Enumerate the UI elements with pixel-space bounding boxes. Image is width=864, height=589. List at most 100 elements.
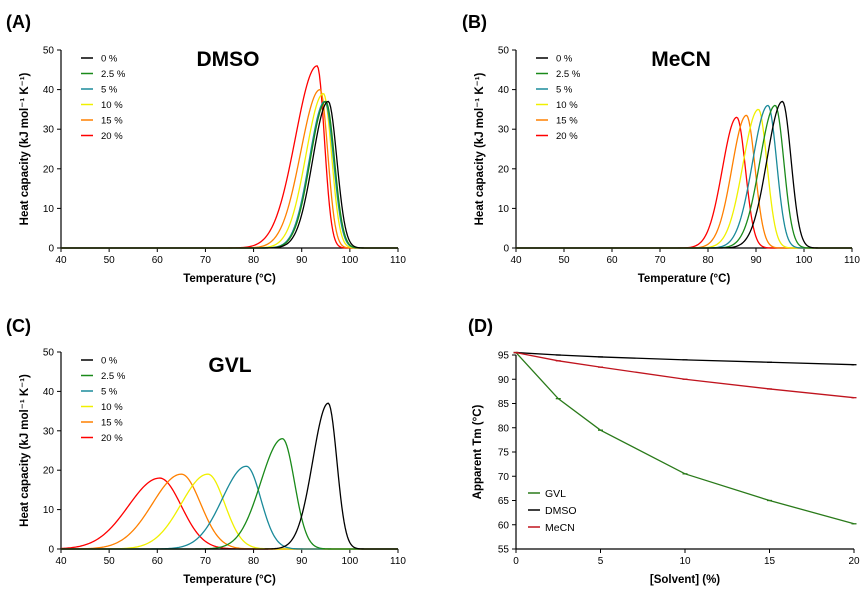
panel-a-plot: 40 50 60 70 80 90 100 110 0 10 20 30 40 50 Temperature… bbox=[19, 46, 406, 286]
panel-b-x-tick-label: 100 bbox=[796, 255, 813, 266]
panel-c-y-tick-label: 50 bbox=[43, 348, 55, 359]
panel-a-x-tick-label: 110 bbox=[390, 255, 406, 266]
panel-a-y-tick-label: 50 bbox=[43, 46, 55, 57]
panel-c-y-tick-label: 0 bbox=[48, 545, 54, 556]
panel-a-x-tick-label: 90 bbox=[296, 255, 308, 266]
panel-c-curve-0pct bbox=[61, 402, 398, 550]
panel-a-legend-label: 10 % bbox=[101, 100, 123, 111]
panel-b-y-tick-label: 40 bbox=[498, 85, 510, 96]
panel-b-x-tick-label: 80 bbox=[702, 255, 714, 266]
panel-d-x-tick-label: 10 bbox=[679, 556, 691, 567]
panel-d-legend-label: GVL bbox=[545, 488, 566, 500]
panel-b-y-tick-label: 30 bbox=[498, 125, 510, 136]
panel-c-y-tick-label: 40 bbox=[43, 387, 55, 398]
panel-c-x-tick-label: 110 bbox=[390, 556, 406, 567]
panel-c-x-axis-label: Temperature (°C) bbox=[183, 574, 276, 586]
panel-b-legend-label: 10 % bbox=[556, 100, 578, 111]
panel-c-label: (C) bbox=[6, 316, 31, 336]
panel-c-legend-label: 20 % bbox=[101, 433, 123, 444]
panel-b-legend-label: 5 % bbox=[556, 85, 573, 96]
panel-d-y-tick-label: 65 bbox=[498, 496, 510, 507]
panel-d-y-tick-label: 75 bbox=[498, 448, 510, 459]
panel-b-plot: 40 50 60 70 80 90 100 110 0 10 20 30 40 50 Temperature… bbox=[474, 46, 860, 286]
panel-a-x-tick-label: 70 bbox=[200, 255, 212, 266]
panel-a-legend-label: 2.5 % bbox=[101, 69, 126, 80]
panel-c-x-tick-label: 100 bbox=[342, 556, 359, 567]
panel-a-x-axis-label: Temperature (°C) bbox=[183, 273, 276, 285]
panel-b-y-tick-label: 50 bbox=[498, 46, 510, 57]
panel-b-x-tick-label: 50 bbox=[558, 255, 570, 266]
panel-a-y-tick-label: 30 bbox=[43, 125, 55, 136]
panel-a-legend-label: 15 % bbox=[101, 116, 123, 127]
panel-d-label: (D) bbox=[468, 316, 493, 336]
panel-b-legend-label: 2.5 % bbox=[556, 69, 581, 80]
panel-d-y-axis-label: Apparent Tm (°C) bbox=[472, 404, 484, 499]
panel-a-y-tick-label: 10 bbox=[43, 204, 55, 215]
panel-d-y-tick-label: 55 bbox=[498, 545, 510, 556]
panel-b-label: (B) bbox=[462, 12, 487, 32]
panel-c-legend-label: 10 % bbox=[101, 402, 123, 413]
panel-a-y-axis-label: Heat capacity (kJ mol⁻¹ K⁻¹) bbox=[19, 72, 31, 225]
panel-c-y-tick-label: 30 bbox=[43, 426, 55, 437]
panel-b-legend-label: 15 % bbox=[556, 116, 578, 127]
panel-b-legend-label: 0 % bbox=[556, 54, 573, 65]
panel-c-plot: 40 50 60 70 80 90 100 110 0 10 20 30 40 50 Temperature… bbox=[19, 348, 406, 587]
panel-d-line-gvl bbox=[515, 352, 855, 525]
panel-b-curve-5pct bbox=[516, 104, 852, 249]
panel-d-y-tick-label: 80 bbox=[498, 423, 510, 434]
panel-a-y-tick-label: 20 bbox=[43, 164, 55, 175]
panel-a-legend-label: 5 % bbox=[101, 85, 118, 96]
panel-a-x-tick-label: 100 bbox=[342, 255, 359, 266]
panel-b-x-tick-label: 90 bbox=[750, 255, 762, 266]
panel-c-legend-label: 15 % bbox=[101, 418, 123, 429]
panel-d-legend-label: MeCN bbox=[545, 522, 575, 534]
panel-b-curve-2-5pct bbox=[516, 104, 852, 249]
panel-c-x-tick-label: 80 bbox=[248, 556, 260, 567]
panel-c-x-tick-label: 50 bbox=[104, 556, 116, 567]
panel-d-line-mecn bbox=[515, 351, 855, 399]
panel-d-x-tick-label: 15 bbox=[764, 556, 776, 567]
panel-b-y-tick-label: 20 bbox=[498, 164, 510, 175]
panel-a-x-tick-label: 40 bbox=[55, 255, 67, 266]
panel-d-plot: 0 5 10 15 20 55 60 65 70 75 80 85 90 95 [Solvent] (%) A… bbox=[472, 351, 860, 587]
panel-b-curve-0pct bbox=[516, 100, 852, 249]
panel-c-x-tick-label: 70 bbox=[200, 556, 212, 567]
panel-b-y-axis-label: Heat capacity (kJ mol⁻¹ K⁻¹) bbox=[474, 72, 486, 225]
panel-a-y-tick-label: 40 bbox=[43, 85, 55, 96]
panel-b-legend-label: 20 % bbox=[556, 131, 578, 142]
panel-c-legend-label: 0 % bbox=[101, 356, 118, 367]
panel-a-legend-label: 0 % bbox=[101, 54, 118, 65]
panel-d-x-tick-label: 0 bbox=[513, 556, 519, 567]
panel-c-y-tick-label: 20 bbox=[43, 466, 55, 477]
panel-d-y-tick-label: 85 bbox=[498, 399, 510, 410]
panel-c-x-tick-label: 40 bbox=[55, 556, 67, 567]
panel-c-legend-label: 5 % bbox=[101, 387, 118, 398]
panel-d-x-axis-label: [Solvent] (%) bbox=[650, 574, 720, 586]
panel-c-legend-label: 2.5 % bbox=[101, 371, 126, 382]
panel-a-curve-0pct bbox=[61, 100, 398, 249]
panel-a-y-tick-label: 0 bbox=[48, 244, 54, 255]
panel-b-x-tick-label: 60 bbox=[606, 255, 618, 266]
panel-a-title: DMSO bbox=[197, 48, 260, 71]
panel-a-label: (A) bbox=[6, 12, 31, 32]
panel-a-legend-label: 20 % bbox=[101, 131, 123, 142]
panel-c-curve-2-5pct bbox=[61, 438, 398, 550]
panel-b-x-tick-label: 40 bbox=[510, 255, 522, 266]
panel-d-y-tick-label: 95 bbox=[498, 351, 510, 362]
panel-a-x-tick-label: 60 bbox=[152, 255, 164, 266]
panel-d-line-dmso bbox=[515, 351, 855, 366]
panel-d-y-tick-label: 60 bbox=[498, 520, 510, 531]
panel-c-y-tick-label: 10 bbox=[43, 505, 55, 516]
panel-d-y-tick-label: 70 bbox=[498, 472, 510, 483]
panel-b-title: MeCN bbox=[651, 48, 711, 71]
panel-a-curve-15pct bbox=[61, 89, 398, 249]
panel-d-x-tick-label: 20 bbox=[848, 556, 860, 567]
panel-d-x-tick-label: 5 bbox=[598, 556, 604, 567]
panel-a-x-tick-label: 50 bbox=[104, 255, 116, 266]
panel-c-title: GVL bbox=[208, 354, 251, 377]
panel-d-y-tick-label: 90 bbox=[498, 375, 510, 386]
panel-b-x-tick-label: 70 bbox=[654, 255, 666, 266]
panel-d-legend-label: DMSO bbox=[545, 505, 577, 517]
panel-a-x-tick-label: 80 bbox=[248, 255, 260, 266]
